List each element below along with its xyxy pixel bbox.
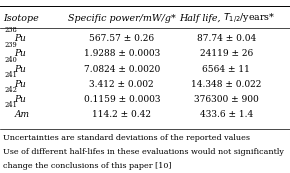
Text: Pu: Pu: [14, 34, 26, 43]
Text: 7.0824 ± 0.0020: 7.0824 ± 0.0020: [84, 65, 160, 74]
Text: 241: 241: [4, 101, 17, 109]
Text: 114.2 ± 0.42: 114.2 ± 0.42: [92, 110, 151, 119]
Text: 433.6 ± 1.4: 433.6 ± 1.4: [200, 110, 253, 119]
Text: Isotope: Isotope: [3, 14, 39, 23]
Text: Pu: Pu: [14, 65, 26, 74]
Text: 376300 ± 900: 376300 ± 900: [194, 95, 259, 104]
Text: 239: 239: [4, 41, 17, 49]
Text: 6564 ± 11: 6564 ± 11: [202, 65, 250, 74]
Text: 240: 240: [4, 56, 17, 64]
Text: Am: Am: [14, 110, 30, 119]
Text: Uncertainties are standard deviations of the reported values: Uncertainties are standard deviations of…: [3, 134, 250, 142]
Text: Pu: Pu: [14, 80, 26, 89]
Text: Use of different half-lifes in these evaluations would not significantly: Use of different half-lifes in these eva…: [3, 148, 284, 156]
Text: 3.412 ± 0.002: 3.412 ± 0.002: [90, 80, 154, 89]
Text: Half life,: Half life,: [179, 14, 223, 23]
Text: 242: 242: [4, 86, 17, 94]
Text: 24119 ± 26: 24119 ± 26: [200, 49, 253, 58]
Text: 238: 238: [4, 26, 17, 34]
Text: Pu: Pu: [14, 95, 26, 104]
Text: change the conclusions of this paper [10]: change the conclusions of this paper [10…: [3, 162, 171, 170]
Text: Specific power/mW/g*: Specific power/mW/g*: [68, 14, 176, 23]
Text: 87.74 ± 0.04: 87.74 ± 0.04: [197, 34, 256, 43]
Text: 0.1159 ± 0.0003: 0.1159 ± 0.0003: [84, 95, 160, 104]
Text: Pu: Pu: [14, 49, 26, 58]
Text: 241: 241: [4, 71, 17, 79]
Text: 14.348 ± 0.022: 14.348 ± 0.022: [191, 80, 261, 89]
Text: 567.57 ± 0.26: 567.57 ± 0.26: [89, 34, 154, 43]
Text: 1.9288 ± 0.0003: 1.9288 ± 0.0003: [84, 49, 160, 58]
Text: $T_{1/2}$/years*: $T_{1/2}$/years*: [223, 11, 276, 25]
